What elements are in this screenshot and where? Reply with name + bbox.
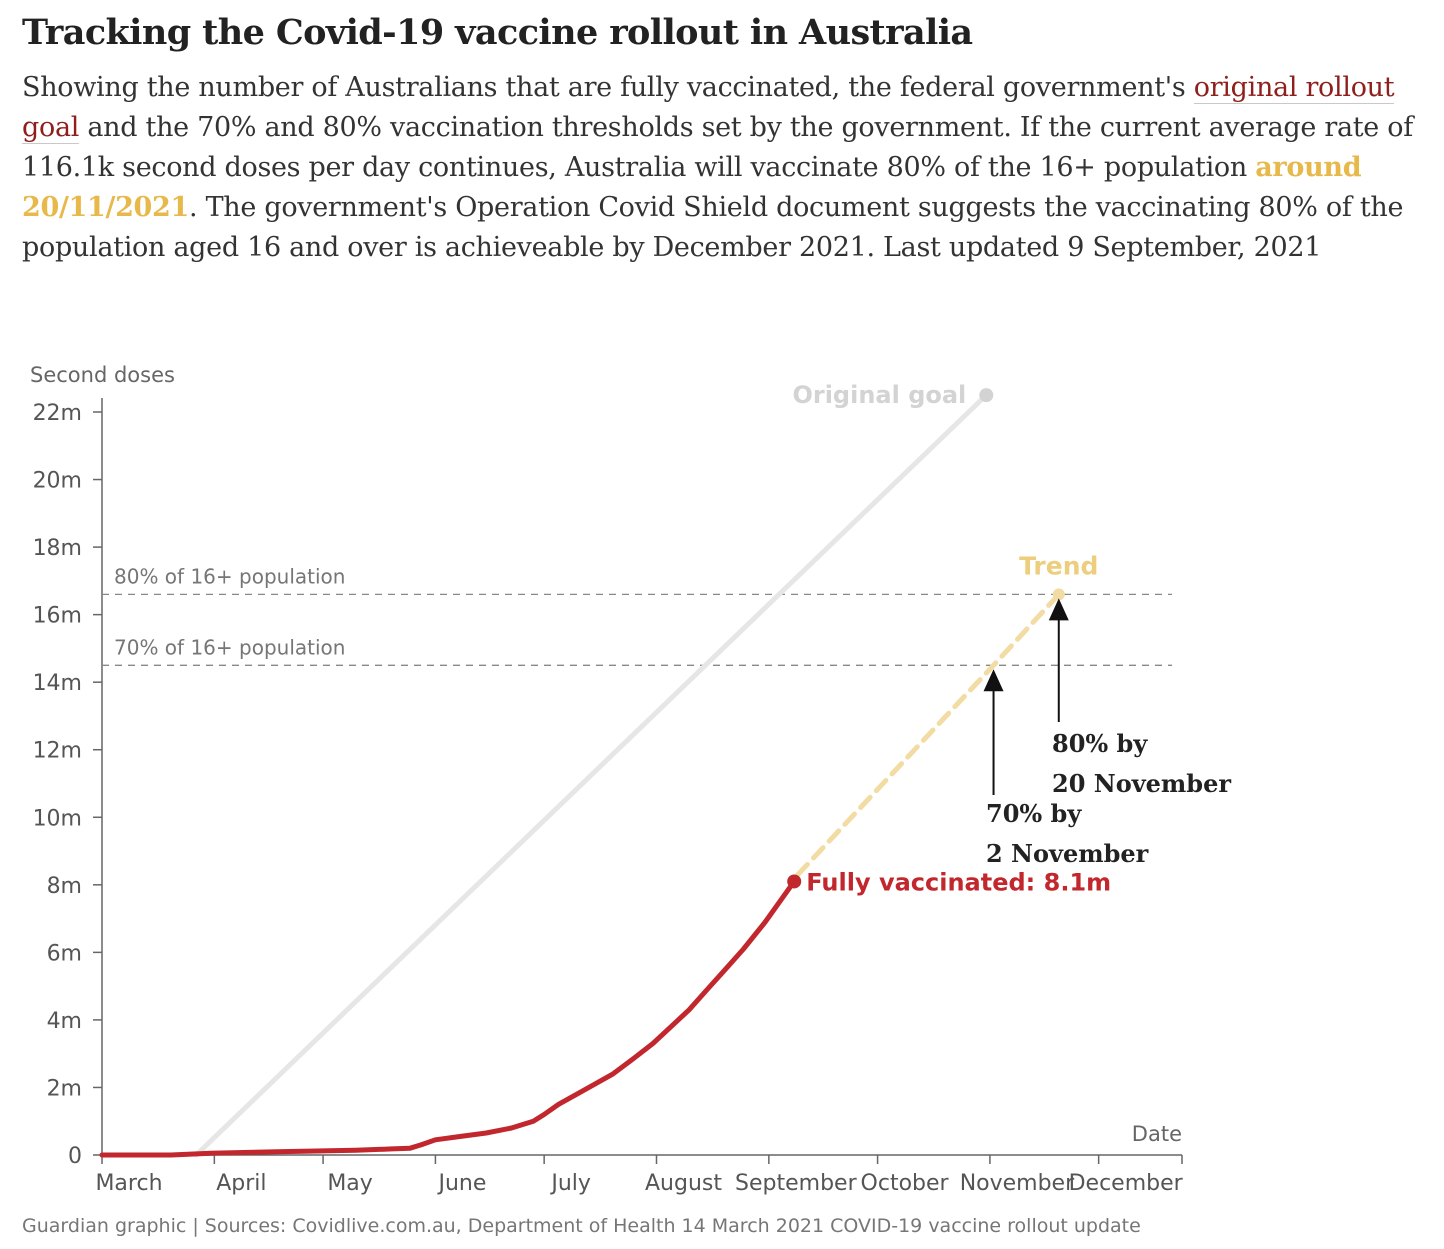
annotation-80-line1: 80% by bbox=[1052, 729, 1148, 758]
original-goal-link[interactable]: original rollout goal bbox=[22, 72, 1395, 144]
y-tick-label: 8m bbox=[47, 874, 82, 899]
subtitle-text-2: and the 70% and 80% vaccination threshol… bbox=[22, 112, 1413, 183]
x-tick-label: April bbox=[216, 1171, 266, 1196]
annotation-80-line2: 20 November bbox=[1052, 769, 1231, 798]
x-axis-title: Date bbox=[1132, 1122, 1182, 1146]
arrow-80-head bbox=[1048, 598, 1069, 621]
threshold-label: 80% of 16+ population bbox=[114, 564, 345, 588]
annotation-70-line1: 70% by bbox=[986, 799, 1082, 828]
y-tick-label: 20m bbox=[33, 469, 82, 494]
fully-vaccinated-endpoint bbox=[787, 874, 802, 889]
source-credit: Guardian graphic | Sources: Covidlive.co… bbox=[22, 1215, 1141, 1237]
x-tick-label: June bbox=[436, 1171, 486, 1196]
chart-title: Tracking the Covid-19 vaccine rollout in… bbox=[22, 12, 973, 53]
y-tick-label: 2m bbox=[47, 1076, 82, 1101]
trend-endpoint bbox=[1052, 588, 1065, 601]
x-tick-label: May bbox=[327, 1171, 372, 1196]
y-tick-label: 22m bbox=[33, 401, 82, 426]
y-tick-label: 12m bbox=[33, 739, 82, 764]
y-tick-label: 18m bbox=[33, 536, 82, 561]
original-goal-label: Original goal bbox=[792, 381, 966, 409]
y-tick-label: 6m bbox=[47, 941, 82, 966]
threshold-label: 70% of 16+ population bbox=[114, 635, 345, 659]
x-tick-label: October bbox=[861, 1171, 950, 1196]
x-tick-label: November bbox=[960, 1171, 1075, 1196]
x-tick-label: August bbox=[645, 1171, 722, 1196]
trend-line bbox=[795, 591, 1062, 878]
y-tick-label: 10m bbox=[33, 806, 82, 831]
y-tick-label: 4m bbox=[47, 1009, 82, 1034]
y-tick-label: 0 bbox=[68, 1144, 82, 1169]
chart-subtitle: Showing the number of Australians that a… bbox=[22, 68, 1422, 268]
subtitle-text-1: Showing the number of Australians that a… bbox=[22, 72, 1194, 103]
x-tick-label: March bbox=[95, 1171, 162, 1196]
x-tick-label: September bbox=[735, 1171, 858, 1196]
fully-vaccinated-label: Fully vaccinated: 8.1m bbox=[806, 868, 1111, 896]
eta-highlight: around 20/11/2021 bbox=[22, 152, 1362, 223]
annotation-70-line2: 2 November bbox=[986, 839, 1149, 868]
original-goal-line bbox=[193, 392, 989, 1158]
y-axis-title: Second doses bbox=[30, 363, 175, 387]
subtitle-text-3: . The government's Operation Covid Shiel… bbox=[22, 192, 1404, 263]
x-tick-label: July bbox=[549, 1171, 591, 1196]
x-tick-label: December bbox=[1069, 1171, 1184, 1196]
y-tick-label: 14m bbox=[33, 671, 82, 696]
original-goal-endpoint bbox=[979, 388, 994, 403]
trend-label: Trend bbox=[1019, 551, 1098, 580]
arrow-70-head bbox=[983, 669, 1004, 692]
y-tick-label: 16m bbox=[33, 604, 82, 629]
fully-vaccinated-line bbox=[99, 878, 797, 1158]
